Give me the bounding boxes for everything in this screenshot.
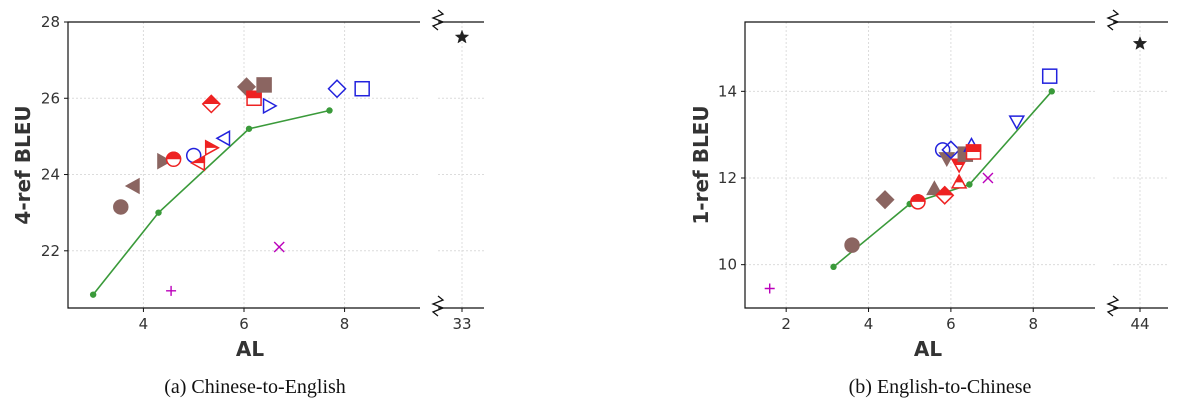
marker-0-1 [124, 177, 140, 195]
y-tick-label-0: 10 [718, 256, 737, 274]
x-axis-label: AL [236, 337, 264, 361]
baseline-series-point-3 [1048, 88, 1055, 95]
marker-1-7 [938, 152, 956, 168]
baseline-series-point-3 [326, 107, 333, 114]
x-tick-label-1: 6 [239, 315, 249, 333]
marker-0-16 [166, 285, 177, 296]
marker-0-8 [215, 130, 231, 147]
x-tick-label-2: 6 [946, 315, 956, 333]
x-tick-label-0: 4 [139, 315, 149, 333]
panel-chinese-to-english: 4 6 8 33 22 24 26 28 AL 4-ref BLEU (a) Chinese-to-… [11, 9, 484, 398]
x-axis-label: AL [914, 337, 942, 361]
marker-1-1 [844, 237, 860, 253]
marker-1-0 [764, 283, 775, 294]
marker-1-8 [941, 140, 961, 160]
marker-0-15 [273, 241, 285, 253]
marker-1-13-half-fill [965, 144, 982, 152]
panel-english-to-chinese: 2 4 6 8 44 10 12 14 AL 1-ref BLEU (b) English-to-C… [689, 9, 1168, 398]
x-tick-label-0: 2 [781, 315, 791, 333]
marker-1-15 [1008, 115, 1026, 131]
broken-axes-frame [438, 21, 484, 309]
y-axis-label: 1-ref BLEU [689, 105, 713, 224]
marker-0-12 [262, 97, 278, 115]
broken-x-tick-label: 44 [1130, 315, 1149, 333]
marker-1-6-half-fill [935, 185, 955, 196]
baseline-series-line [92, 109, 330, 296]
marker-0-6-half-fill [204, 139, 220, 148]
y-tick-label-1: 24 [41, 166, 60, 184]
axes-frame [67, 21, 420, 309]
broken-x-tick-label: 33 [452, 315, 471, 333]
marker-0-14 [354, 80, 370, 97]
x-tick-label-1: 4 [864, 315, 874, 333]
baseline-series-line [833, 90, 1053, 268]
axis-break-top [431, 9, 445, 31]
axes-frame [744, 21, 1095, 309]
marker-1-14 [982, 172, 994, 184]
x-tick-label-3: 8 [1028, 315, 1038, 333]
marker-1-9-half-fill [954, 173, 964, 183]
marker-1-broken [1132, 35, 1148, 50]
baseline-series-point-0 [830, 263, 837, 271]
y-tick-label-2: 14 [718, 82, 737, 100]
axis-break-top [1106, 9, 1120, 31]
y-tick-label-3: 28 [41, 13, 60, 31]
marker-0-0 [113, 199, 129, 215]
marker-1-4 [926, 180, 943, 196]
marker-0-13 [327, 79, 347, 99]
y-tick-label-1: 12 [718, 169, 737, 187]
axis-break-bottom [431, 295, 445, 317]
marker-1-3-half-fill [910, 194, 926, 202]
marker-1-2 [875, 190, 895, 210]
axis-break-bottom [1106, 295, 1120, 317]
baseline-series-point-0 [89, 291, 97, 298]
marker-1-16 [1041, 68, 1058, 84]
marker-0-3-half-fill [165, 151, 182, 160]
y-tick-label-2: 26 [41, 89, 60, 107]
baseline-series-point-2 [966, 181, 973, 188]
y-tick-label-0: 22 [41, 242, 60, 260]
y-axis-label: 4-ref BLEU [11, 105, 35, 224]
marker-0-2 [157, 152, 173, 170]
marker-0-11 [256, 77, 272, 93]
x-tick-label-2: 8 [340, 315, 350, 333]
panel-caption: (a) Chinese-to-English [164, 376, 346, 398]
marker-0-7-half-fill [201, 94, 221, 104]
marker-0-broken [454, 29, 470, 44]
marker-0-5-half-fill [190, 154, 206, 164]
panel-caption: (b) English-to-Chinese [849, 376, 1032, 398]
baseline-series-point-1 [155, 209, 162, 216]
baseline-series-point-2 [245, 125, 253, 132]
marker-0-10-half-fill [246, 90, 262, 99]
